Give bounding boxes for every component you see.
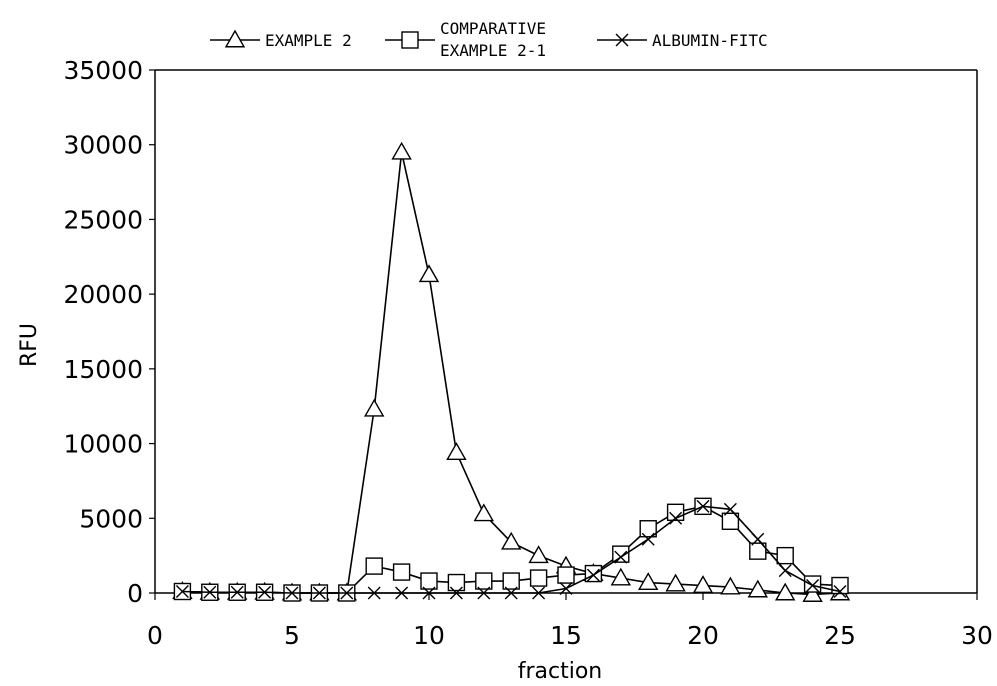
y-tick-label: 5000	[79, 504, 143, 533]
legend: EXAMPLE 2 COMPARATIVE EXAMPLE 2-1 ALBUMIN-F…	[210, 19, 768, 60]
data-point-comparative-example-2-1	[777, 548, 793, 564]
data-point-example-2	[530, 547, 548, 563]
data-point-comparative-example-2-1	[366, 558, 382, 574]
y-axis-ticks: 0 5000 10000 15000 20000 25000 30000 35000	[63, 56, 155, 608]
data-point-comparative-example-2-1	[394, 564, 410, 580]
data-point-example-2	[420, 266, 438, 282]
x-tick-label: 5	[284, 621, 300, 650]
data-point-example-2	[475, 505, 493, 521]
legend-label-albumin-fitc: ALBUMIN-FITC	[652, 31, 768, 50]
legend-marker-comparative-example-2-1	[402, 32, 418, 48]
x-tick-label: 0	[147, 621, 163, 650]
x-tick-label: 25	[824, 621, 856, 650]
legend-label-comparative-example-2-1: EXAMPLE 2-1	[440, 41, 546, 60]
plot-area	[155, 70, 977, 593]
x-axis-ticks: 0 5 10 15 20 25 30	[147, 593, 993, 650]
x-axis-title: fraction	[518, 659, 603, 684]
data-point-comparative-example-2-1	[531, 570, 547, 586]
legend-marker-example-2	[226, 31, 244, 47]
data-point-example-2	[393, 143, 411, 159]
y-tick-label: 0	[127, 579, 143, 608]
series-example-2	[173, 143, 849, 601]
y-axis-title: RFU	[17, 323, 42, 367]
data-point-comparative-example-2-1	[585, 566, 601, 582]
data-point-example-2	[447, 444, 465, 460]
series-layer	[173, 143, 849, 601]
y-tick-label: 15000	[63, 355, 143, 384]
y-tick-label: 20000	[63, 280, 143, 309]
y-tick-label: 10000	[63, 430, 143, 459]
legend-item-albumin-fitc: ALBUMIN-FITC	[597, 31, 768, 50]
data-point-comparative-example-2-1	[805, 576, 821, 592]
x-tick-label: 20	[687, 621, 719, 650]
y-tick-label: 35000	[63, 56, 143, 85]
x-tick-label: 15	[550, 621, 582, 650]
data-point-example-2	[365, 400, 383, 416]
data-point-albumin-fitc	[779, 565, 791, 577]
data-point-comparative-example-2-1	[558, 567, 574, 583]
x-tick-label: 30	[961, 621, 993, 650]
y-tick-label: 30000	[63, 131, 143, 160]
x-tick-label: 10	[413, 621, 445, 650]
legend-item-example-2: EXAMPLE 2	[210, 31, 352, 50]
legend-label-comparative-example-2-1: COMPARATIVE	[440, 19, 546, 38]
legend-item-comparative-example-2-1: COMPARATIVE EXAMPLE 2-1	[385, 19, 546, 60]
legend-label-example-2: EXAMPLE 2	[265, 31, 352, 50]
series-line-example-2	[182, 152, 840, 594]
series-comparative-example-2-1	[174, 498, 848, 601]
y-tick-label: 25000	[63, 205, 143, 234]
